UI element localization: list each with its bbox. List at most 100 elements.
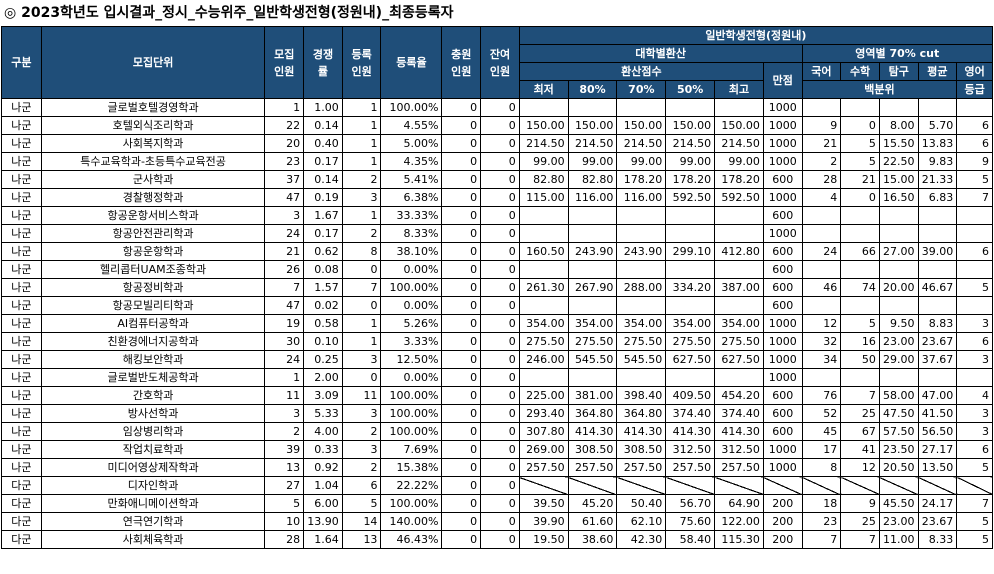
cell-reg-rate: 100.00% <box>380 404 443 423</box>
cell-average: 13.50 <box>917 458 958 477</box>
cell-gubun: 나군 <box>1 422 42 441</box>
page-title: ◎ 2023학년도 입시결과_정시_수능위주_일반학생전형(정원내)_최종등록자 <box>4 5 454 21</box>
cell-filled: 0 <box>441 458 482 477</box>
cell-score-70: 50.40 <box>616 494 667 513</box>
cell-filled: 0 <box>441 224 482 243</box>
header-gubun: 구분 <box>1 26 42 99</box>
cell-unit: 항공운항학과 <box>40 242 266 261</box>
cell-score-70: 364.80 <box>616 404 667 423</box>
cell-score-80: 257.50 <box>567 458 618 477</box>
cell-score-80: 61.60 <box>567 512 618 531</box>
cell-remaining: 0 <box>480 512 520 531</box>
header-scores: 환산점수 <box>518 62 764 81</box>
cell-korean: 32 <box>801 332 842 351</box>
table-row: 나군 헬리콥터UAM조종학과 26 0.08 0 0.00% 0 0 600 <box>1 260 993 279</box>
cell-remaining: 0 <box>480 530 520 549</box>
cell-competition: 1.67 <box>303 206 343 225</box>
cell-remaining: 0 <box>480 98 520 117</box>
cell-quota: 28 <box>264 530 305 549</box>
cell-filled: 0 <box>441 512 482 531</box>
cell-perfect: 600 <box>762 242 803 261</box>
cell-english: 7 <box>956 494 993 513</box>
cell-reg-rate: 140.00% <box>380 512 443 531</box>
cell-math: 0 <box>840 116 880 135</box>
cell-gubun: 나군 <box>1 314 42 333</box>
cell-score-80: 414.30 <box>567 422 618 441</box>
cell-score-80 <box>567 260 618 279</box>
cell-filled: 0 <box>441 422 482 441</box>
cell-score-max <box>714 224 764 243</box>
cell-filled: 0 <box>441 206 482 225</box>
cell-perfect: 600 <box>762 260 803 279</box>
header-inquiry: 탐구 <box>878 62 919 81</box>
cell-average: 13.83 <box>917 134 958 153</box>
cell-remaining: 0 <box>480 116 520 135</box>
cell-perfect: 1000 <box>762 332 803 351</box>
header-korean: 국어 <box>801 62 842 81</box>
cell-quota: 47 <box>264 296 305 315</box>
table-row: 나군 항공운항서비스학과 3 1.67 1 33.33% 0 0 600 <box>1 206 993 225</box>
cell-math <box>840 260 880 279</box>
cell-perfect: 600 <box>762 422 803 441</box>
cell-filled: 0 <box>441 98 482 117</box>
cell-score-max: 122.00 <box>714 512 764 531</box>
cell-score-50 <box>665 476 716 495</box>
cell-score-50: 178.20 <box>665 170 716 189</box>
cell-inquiry: 11.00 <box>878 530 919 549</box>
cell-english: 7 <box>956 188 993 207</box>
table-row: 나군 간호학과 11 3.09 11 100.00% 0 0 225.00 381.00 398.4… <box>1 386 993 405</box>
cell-average <box>917 476 958 495</box>
cell-competition: 6.00 <box>303 494 343 513</box>
cell-unit: 연극연기학과 <box>40 512 266 531</box>
cell-math: 67 <box>840 422 880 441</box>
cell-score-min: 39.50 <box>518 494 569 513</box>
cell-quota: 26 <box>264 260 305 279</box>
cell-average <box>917 368 958 387</box>
cell-math: 12 <box>840 458 880 477</box>
table-row: 나군 글로벌호텔경영학과 1 1.00 1 100.00% 0 0 1000 <box>1 98 993 117</box>
cell-remaining: 0 <box>480 224 520 243</box>
cell-registered: 3 <box>341 404 382 423</box>
cell-perfect: 600 <box>762 170 803 189</box>
cell-math: 5 <box>840 152 880 171</box>
table-row: 나군 방사선학과 3 5.33 3 100.00% 0 0 293.40 364.80 364.80… <box>1 404 993 423</box>
cell-score-50: 409.50 <box>665 386 716 405</box>
cell-registered: 2 <box>341 170 382 189</box>
cell-remaining: 0 <box>480 404 520 423</box>
cell-score-min <box>518 224 569 243</box>
table-row: 나군 경찰행정학과 47 0.19 3 6.38% 0 0 115.00 116.00 116.00… <box>1 188 993 207</box>
cell-score-50: 334.20 <box>665 278 716 297</box>
cell-remaining: 0 <box>480 476 520 495</box>
cell-filled: 0 <box>441 332 482 351</box>
cell-filled: 0 <box>441 278 482 297</box>
cell-score-70 <box>616 224 667 243</box>
cell-score-50: 312.50 <box>665 440 716 459</box>
cell-competition: 0.14 <box>303 116 343 135</box>
cell-score-80 <box>567 98 618 117</box>
cell-score-70: 414.30 <box>616 422 667 441</box>
cell-score-80: 545.50 <box>567 350 618 369</box>
cell-quota: 23 <box>264 152 305 171</box>
cell-score-min <box>518 260 569 279</box>
cell-unit: 헬리콥터UAM조종학과 <box>40 260 266 279</box>
cell-competition: 3.09 <box>303 386 343 405</box>
header-area-cut: 영역별 70% cut <box>801 44 994 63</box>
cell-gubun: 나군 <box>1 98 42 117</box>
cell-inquiry: 20.50 <box>878 458 919 477</box>
cell-score-50: 75.60 <box>665 512 716 531</box>
cell-score-70: 150.00 <box>616 116 667 135</box>
cell-score-min: 261.30 <box>518 278 569 297</box>
cell-perfect: 600 <box>762 296 803 315</box>
cell-gubun: 나군 <box>1 368 42 387</box>
table-row: 다군 사회체육학과 28 1.64 13 46.43% 0 0 19.50 38.60 42.30 5… <box>1 530 993 549</box>
table-row: 나군 항공안전관리학과 24 0.17 2 8.33% 0 0 1000 <box>1 224 993 243</box>
cell-score-min: 115.00 <box>518 188 569 207</box>
cell-reg-rate: 100.00% <box>380 494 443 513</box>
cell-score-min: 160.50 <box>518 242 569 261</box>
cell-average: 9.83 <box>917 152 958 171</box>
cell-competition: 1.57 <box>303 278 343 297</box>
cell-score-max: 275.50 <box>714 332 764 351</box>
cell-average <box>917 296 958 315</box>
cell-registered: 7 <box>341 278 382 297</box>
cell-english: 6 <box>956 116 993 135</box>
